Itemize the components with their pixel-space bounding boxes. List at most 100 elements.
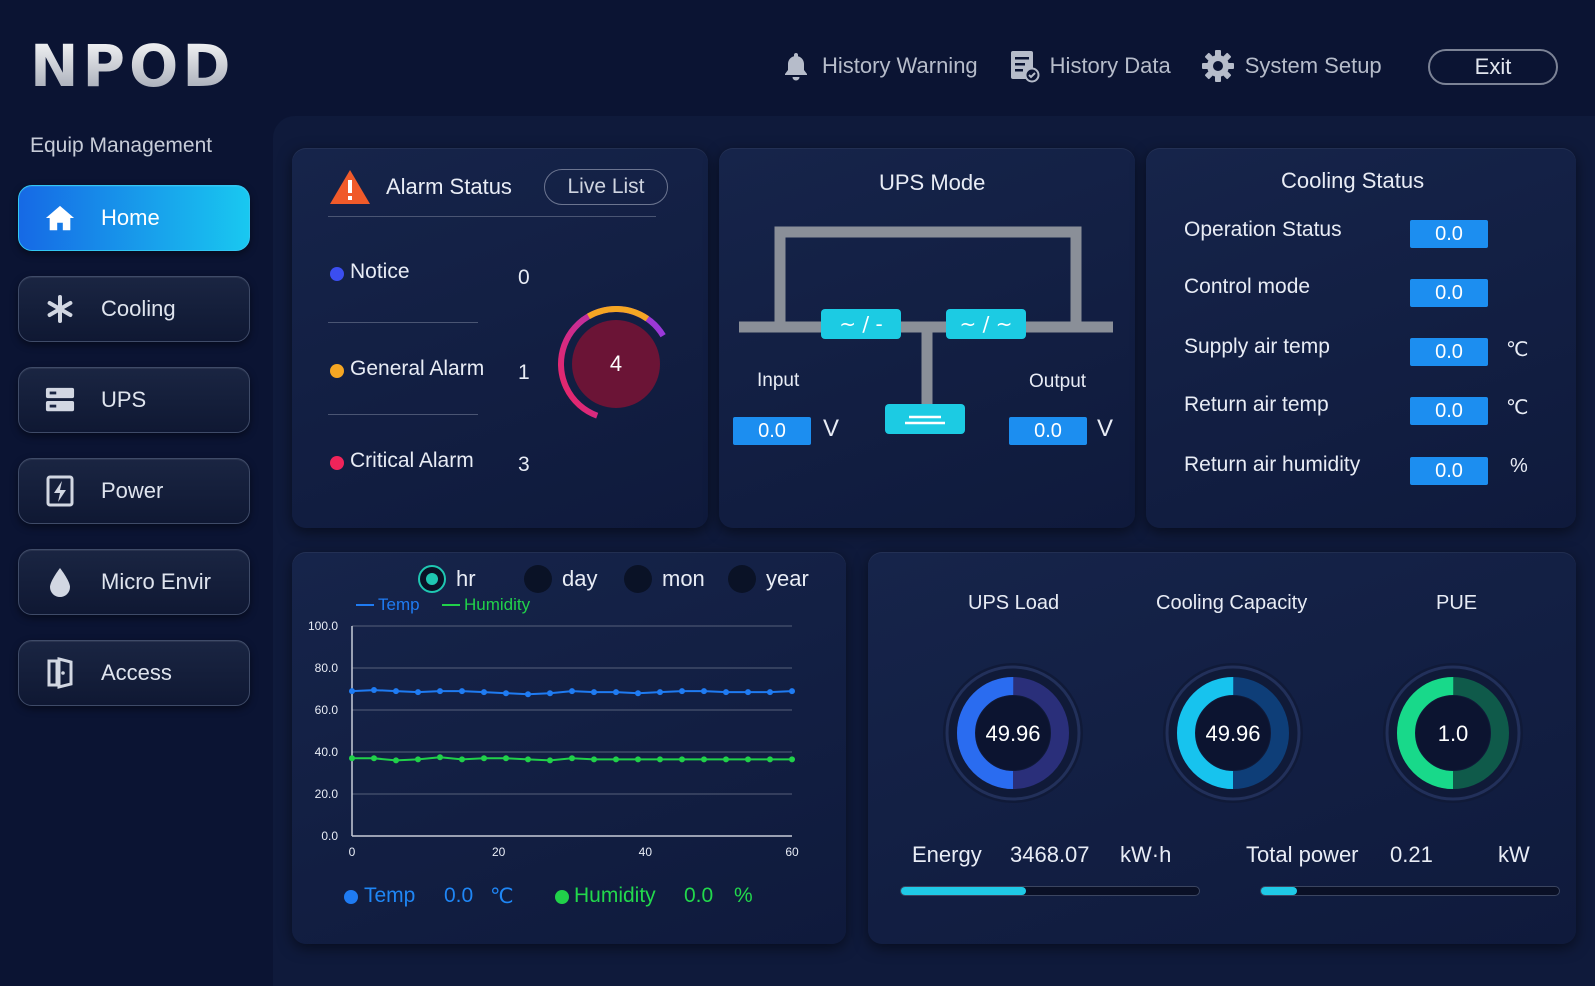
sidebar-title: Equip Management: [30, 134, 213, 157]
return-air-humidity-label: Return air humidity: [1184, 453, 1361, 476]
gauge-value: 49.96: [985, 721, 1040, 746]
range-hr-radio[interactable]: hr: [418, 565, 476, 593]
notice-dot: [330, 267, 344, 281]
data-point: [393, 757, 399, 764]
pue-gauge: 1.0: [1383, 663, 1523, 803]
report-icon: [1010, 51, 1040, 83]
operation-status-value: 0.0: [1410, 220, 1488, 248]
top-nav: History Warning History Data: [780, 44, 1412, 88]
sidebar-item-label: Micro Envir: [101, 569, 212, 594]
exit-button[interactable]: Exit: [1428, 49, 1558, 85]
sidebar-item-ups[interactable]: UPS: [18, 367, 250, 433]
capacity-card: UPS Load Cooling Capacity PUE 49.96 49.9…: [868, 552, 1576, 944]
energy-unit: kW·h: [1120, 842, 1172, 867]
y-tick-label: 20.0: [315, 787, 339, 801]
sidebar-item-label: UPS: [101, 387, 147, 412]
data-point: [393, 688, 399, 695]
input-voltage-unit: V: [823, 415, 840, 442]
ups-topology-diagram: ~ / - ~ / ~: [739, 226, 1113, 434]
divider: [328, 322, 478, 323]
radio-indicator: [418, 565, 446, 593]
data-point: [657, 689, 663, 696]
range-day-radio[interactable]: day: [524, 565, 597, 593]
temp-value: 0.0: [444, 884, 474, 907]
output-voltage-value: 0.0: [1009, 417, 1087, 445]
nav-history-warning[interactable]: History Warning: [780, 50, 978, 82]
humidity-unit: %: [734, 884, 753, 907]
gauge-center: [976, 696, 1050, 770]
divider: [328, 414, 478, 415]
sidebar-item-micro-envir[interactable]: Micro Envir: [18, 549, 250, 615]
x-tick-label: 20: [492, 845, 506, 859]
total-power-progress-bar: [1260, 886, 1560, 896]
range-mon-label: mon: [662, 566, 705, 591]
home-icon: [45, 203, 75, 233]
notice-label: Notice: [350, 260, 410, 283]
return-air-temp-value: 0.0: [1410, 397, 1488, 425]
sidebar-item-home[interactable]: Home: [18, 185, 250, 251]
operation-status-label: Operation Status: [1184, 218, 1342, 241]
data-point: [547, 690, 553, 697]
live-list-button[interactable]: Live List: [544, 169, 668, 205]
gear-icon: [1201, 50, 1234, 82]
data-point: [767, 756, 773, 763]
sidebar-item-label: Power: [101, 478, 164, 503]
y-tick-label: 100.0: [308, 619, 338, 633]
general-alarm-dot: [330, 364, 344, 378]
data-point: [415, 689, 421, 696]
total-power-progress-fill: [1261, 887, 1297, 895]
supply-air-temp-unit: ℃: [1506, 339, 1529, 361]
power-icon: [45, 475, 75, 507]
data-point: [613, 756, 619, 763]
supply-air-temp-value: 0.0: [1410, 338, 1488, 366]
nav-history-warning-label: History Warning: [822, 53, 978, 78]
data-point: [591, 756, 597, 763]
gauge-center: [1416, 696, 1490, 770]
sidebar-menu: Home Cooling UPS Power Micro Envir Acces…: [18, 185, 250, 731]
nav-history-data[interactable]: History Data: [1008, 49, 1171, 83]
y-tick-label: 0.0: [321, 829, 338, 843]
range-mon-radio[interactable]: mon: [624, 565, 705, 593]
trend-chart-card: hr day mon year Temp Humidity 0.0 20.0 40.0 6…: [292, 552, 846, 944]
data-point: [701, 756, 707, 763]
data-point: [745, 756, 751, 763]
data-point: [723, 756, 729, 763]
ups-load-gauge: 49.96: [943, 663, 1083, 803]
door-icon: [45, 657, 75, 689]
data-point: [767, 689, 773, 696]
data-point: [459, 688, 465, 695]
droplet-icon: [45, 567, 75, 597]
radio-indicator: [728, 565, 756, 593]
pue-label: PUE: [1436, 592, 1478, 614]
snowflake-icon: [45, 294, 75, 324]
ups-icon: [45, 385, 75, 415]
energy-progress-fill: [901, 887, 1027, 895]
return-air-temp-label: Return air temp: [1184, 393, 1329, 416]
divider: [328, 216, 656, 217]
data-point: [481, 755, 487, 762]
cooling-status-title: Cooling Status: [1281, 168, 1425, 193]
cooling-capacity-label: Cooling Capacity: [1156, 592, 1308, 614]
data-point: [525, 756, 531, 763]
radio-indicator: [524, 565, 552, 593]
range-year-radio[interactable]: year: [728, 565, 809, 593]
critical-alarm-count: 3: [518, 453, 530, 476]
nav-system-setup[interactable]: System Setup: [1201, 49, 1382, 83]
cooling-status-card: Cooling Status Operation Status 0.0 Cont…: [1146, 148, 1576, 528]
data-point: [789, 756, 795, 763]
return-air-humidity-value: 0.0: [1410, 457, 1488, 485]
sidebar-item-access[interactable]: Access: [18, 640, 250, 706]
gauge-rim: [1165, 665, 1301, 801]
data-point: [613, 689, 619, 696]
sidebar-item-power[interactable]: Power: [18, 458, 250, 524]
energy-progress-bar: [900, 886, 1200, 896]
data-point: [569, 755, 575, 762]
output-voltage-unit: V: [1097, 415, 1114, 442]
humidity-dot: [555, 890, 569, 904]
data-point: [701, 688, 707, 695]
data-point: [371, 755, 377, 762]
range-year-label: year: [766, 566, 809, 591]
sidebar-item-cooling[interactable]: Cooling: [18, 276, 250, 342]
alarm-status-title: Alarm Status: [386, 174, 512, 199]
control-mode-value: 0.0: [1410, 279, 1488, 307]
